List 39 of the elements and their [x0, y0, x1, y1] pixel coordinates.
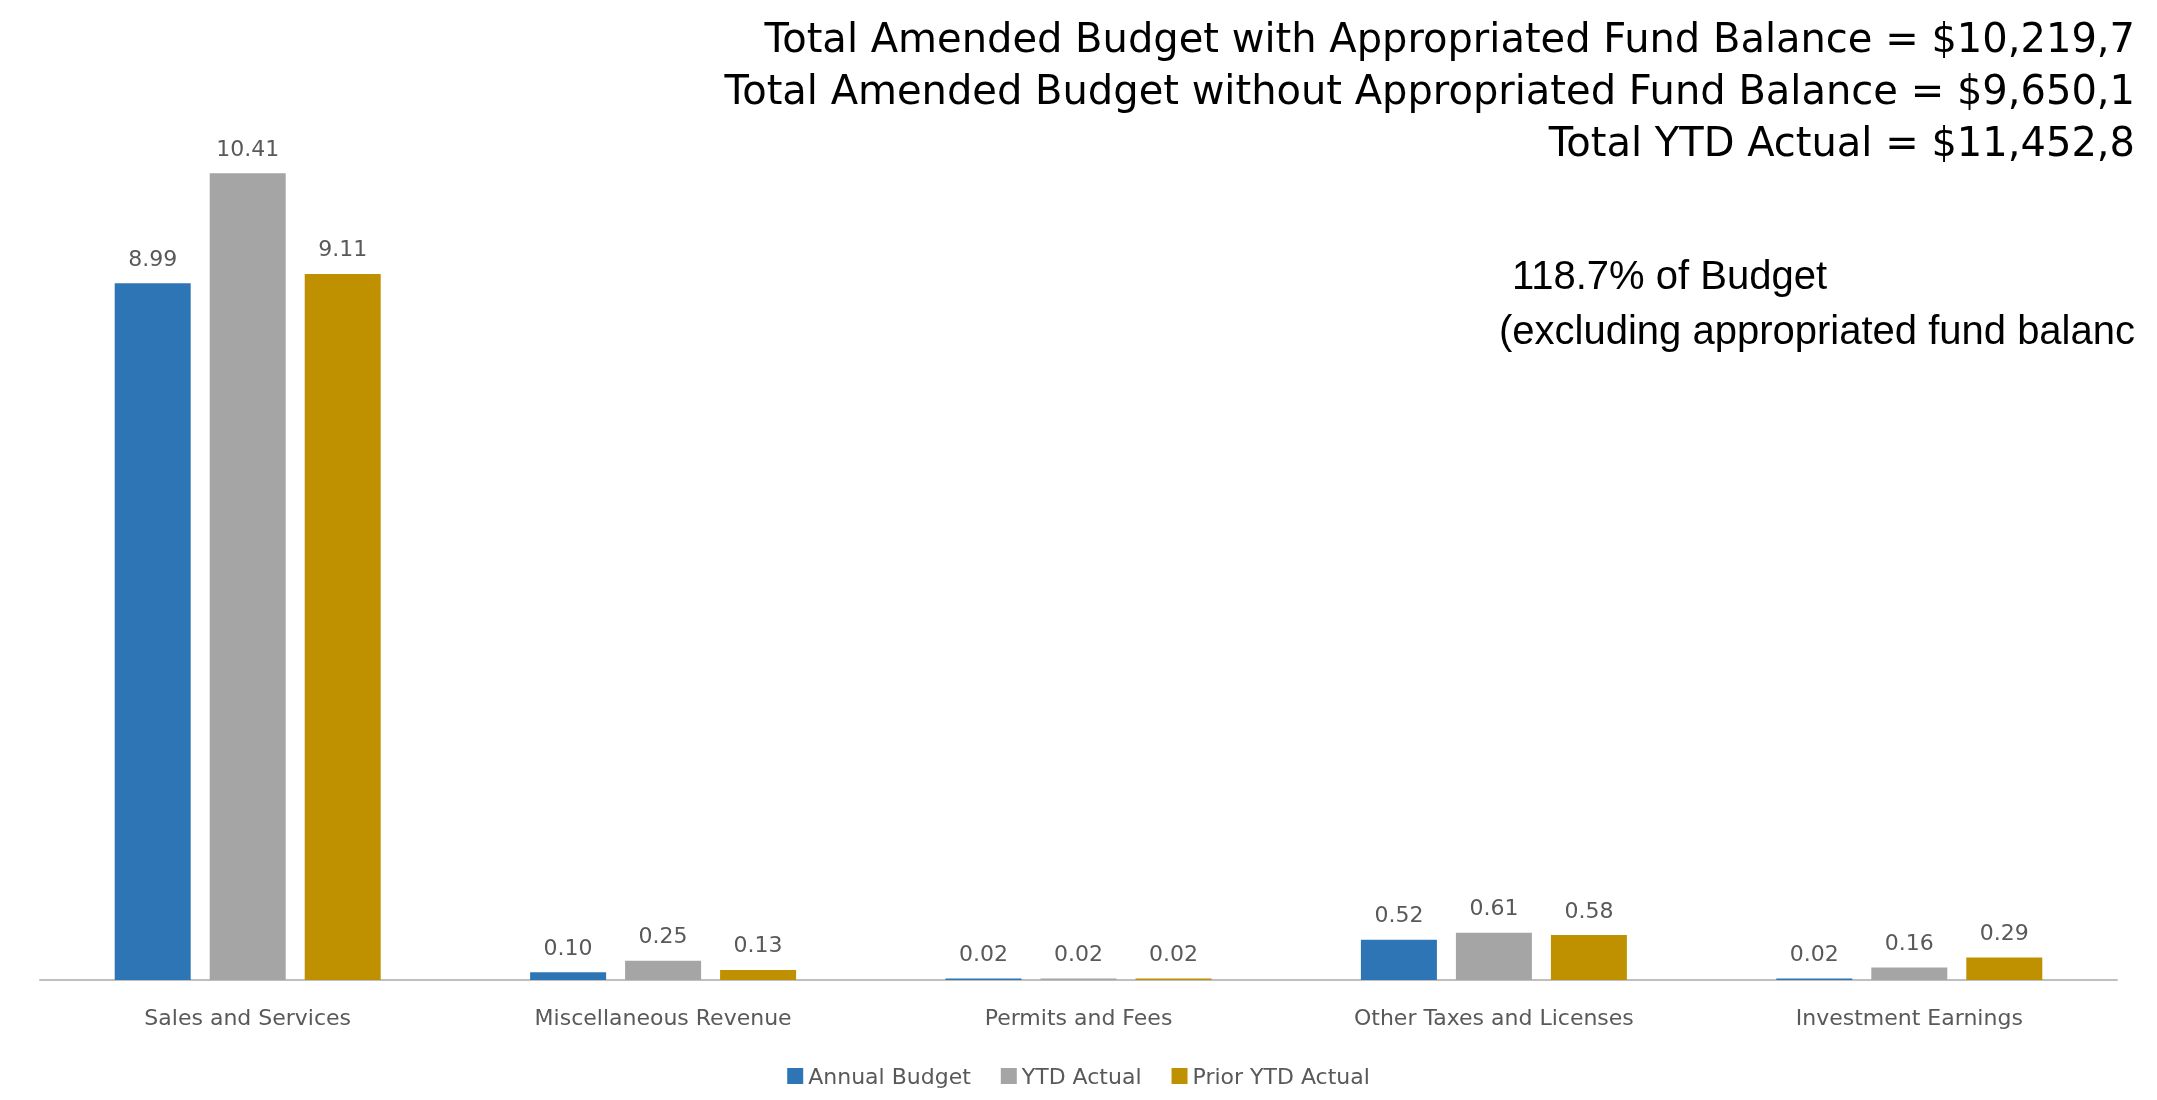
bar	[720, 969, 797, 980]
data-label: 0.61	[1469, 895, 1519, 921]
annotation: 118.7% of Budget	[1511, 253, 1827, 297]
legend-label: YTD Actual	[1020, 1063, 1142, 1089]
data-label: 0.16	[1884, 930, 1934, 956]
data-label: 0.13	[733, 932, 783, 958]
data-label: 0.10	[543, 934, 593, 960]
bar	[1966, 957, 2043, 980]
text: Total Amended Budget with Appropriated Fund Balance = $10,219,7	[763, 15, 2135, 61]
data-label: 0.25	[638, 923, 688, 949]
bar	[1360, 939, 1437, 980]
text: Total Amended Budget without Appropriated Fund Balance = $9,650,1	[723, 67, 2135, 113]
annotation: (excluding appropriated fund balanc	[1499, 308, 2135, 352]
legend-label: Prior YTD Actual	[1192, 1063, 1370, 1089]
data-label: 0.02	[1789, 940, 1839, 966]
data-label: 10.41	[216, 135, 280, 161]
data-label: 0.02	[959, 940, 1008, 966]
bar	[625, 960, 702, 980]
data-label: 9.11	[318, 236, 368, 262]
x-tick-label: Miscellaneous Revenue	[534, 1004, 792, 1030]
bar	[114, 283, 191, 980]
x-tick-label: Other Taxes and Licenses	[1353, 1004, 1634, 1030]
data-label: 0.52	[1374, 902, 1424, 928]
x-tick-label: Investment Earnings	[1795, 1004, 2023, 1030]
bar	[304, 273, 381, 980]
bar	[530, 972, 607, 980]
legend-label: Annual Budget	[808, 1063, 972, 1089]
x-tick-label: Sales and Services	[144, 1004, 352, 1030]
data-label: 0.02	[1149, 940, 1198, 966]
bar	[1455, 932, 1532, 980]
bar	[1550, 935, 1627, 980]
data-label: 0.02	[1054, 940, 1103, 966]
data-label: 0.58	[1564, 897, 1614, 923]
data-label: 0.29	[1979, 920, 2029, 946]
data-label: 8.99	[128, 245, 178, 271]
bar	[209, 173, 286, 980]
bar	[1871, 967, 1948, 980]
text: Total YTD Actual = $11,452,8	[1547, 119, 2135, 165]
x-tick-label: Permits and Fees	[984, 1004, 1173, 1030]
